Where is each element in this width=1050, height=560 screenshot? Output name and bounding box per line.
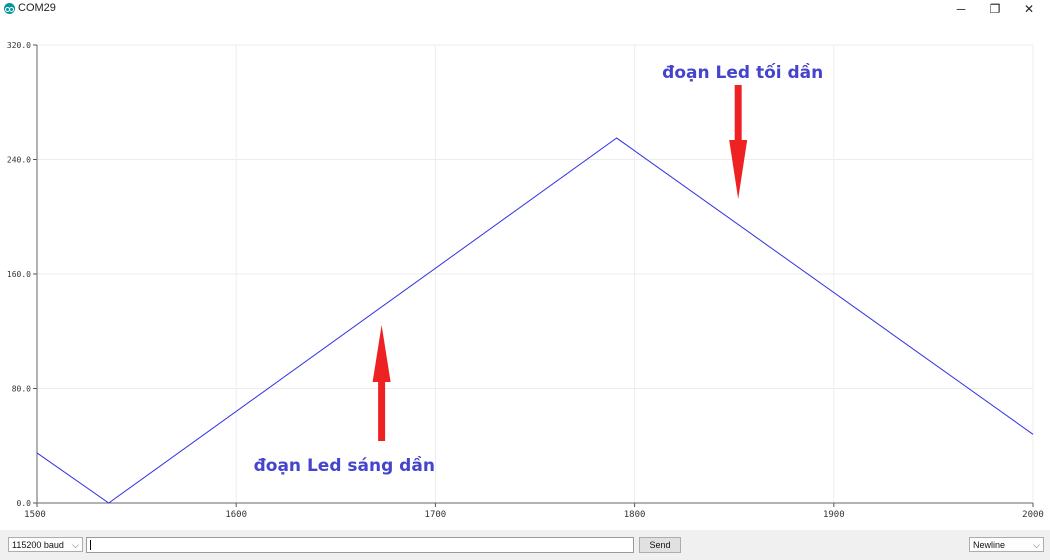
window-title: COM29 [18, 2, 56, 14]
baud-rate-select[interactable]: 115200 baud ⌵ [8, 537, 83, 552]
arrow-head-down [729, 140, 748, 199]
line-ending-value: Newline [973, 540, 1006, 550]
bottom-toolbar: 115200 baud ⌵ Send Newline ⌵ [0, 530, 1050, 560]
serial-input[interactable] [86, 537, 634, 553]
y-tick-label: 320.0 [7, 41, 31, 50]
line-ending-select[interactable]: Newline ⌵ [969, 537, 1044, 552]
chevron-down-icon: ⌵ [1033, 540, 1040, 550]
text-caret [90, 540, 91, 550]
close-button[interactable]: ✕ [1023, 2, 1035, 16]
arrow-shaft [734, 85, 742, 142]
serial-plotter-area: 1500 1600 1700 1800 1900 2000 0.0 80.0 160.0 240.… [0, 18, 1050, 530]
restore-button[interactable]: ❐ [989, 2, 1001, 16]
annotation-label-bright: đoạn Led sáng dần [254, 455, 435, 476]
chevron-down-icon: ⌵ [72, 540, 79, 550]
title-bar: COM29 ─ ❐ ✕ [0, 0, 1050, 18]
y-tick-label: 80.0 [12, 385, 31, 394]
arrow-shaft [378, 380, 386, 441]
x-tick-label: 1600 [225, 510, 247, 520]
x-tick-label: 2000 [1022, 510, 1044, 520]
series-line [36, 137, 1034, 504]
x-tick-label: 1700 [425, 510, 447, 520]
send-button[interactable]: Send [639, 537, 681, 553]
arrow-head-up [372, 325, 391, 382]
minimize-button[interactable]: ─ [956, 2, 966, 16]
x-tick-label: 1500 [24, 510, 46, 520]
x-tick-label: 1900 [823, 510, 845, 520]
arduino-logo-icon [4, 3, 15, 14]
baud-rate-value: 115200 baud [12, 540, 64, 550]
x-tick-label: 1800 [624, 510, 646, 520]
y-tick-label: 240.0 [7, 156, 31, 165]
plot-chart: 1500 1600 1700 1800 1900 2000 0.0 80.0 160.0 240.… [7, 41, 1044, 520]
y-tick-label: 0.0 [17, 499, 32, 508]
y-tick-label: 160.0 [7, 270, 31, 279]
annotation-label-dim: đoạn Led tối dần [662, 62, 823, 83]
